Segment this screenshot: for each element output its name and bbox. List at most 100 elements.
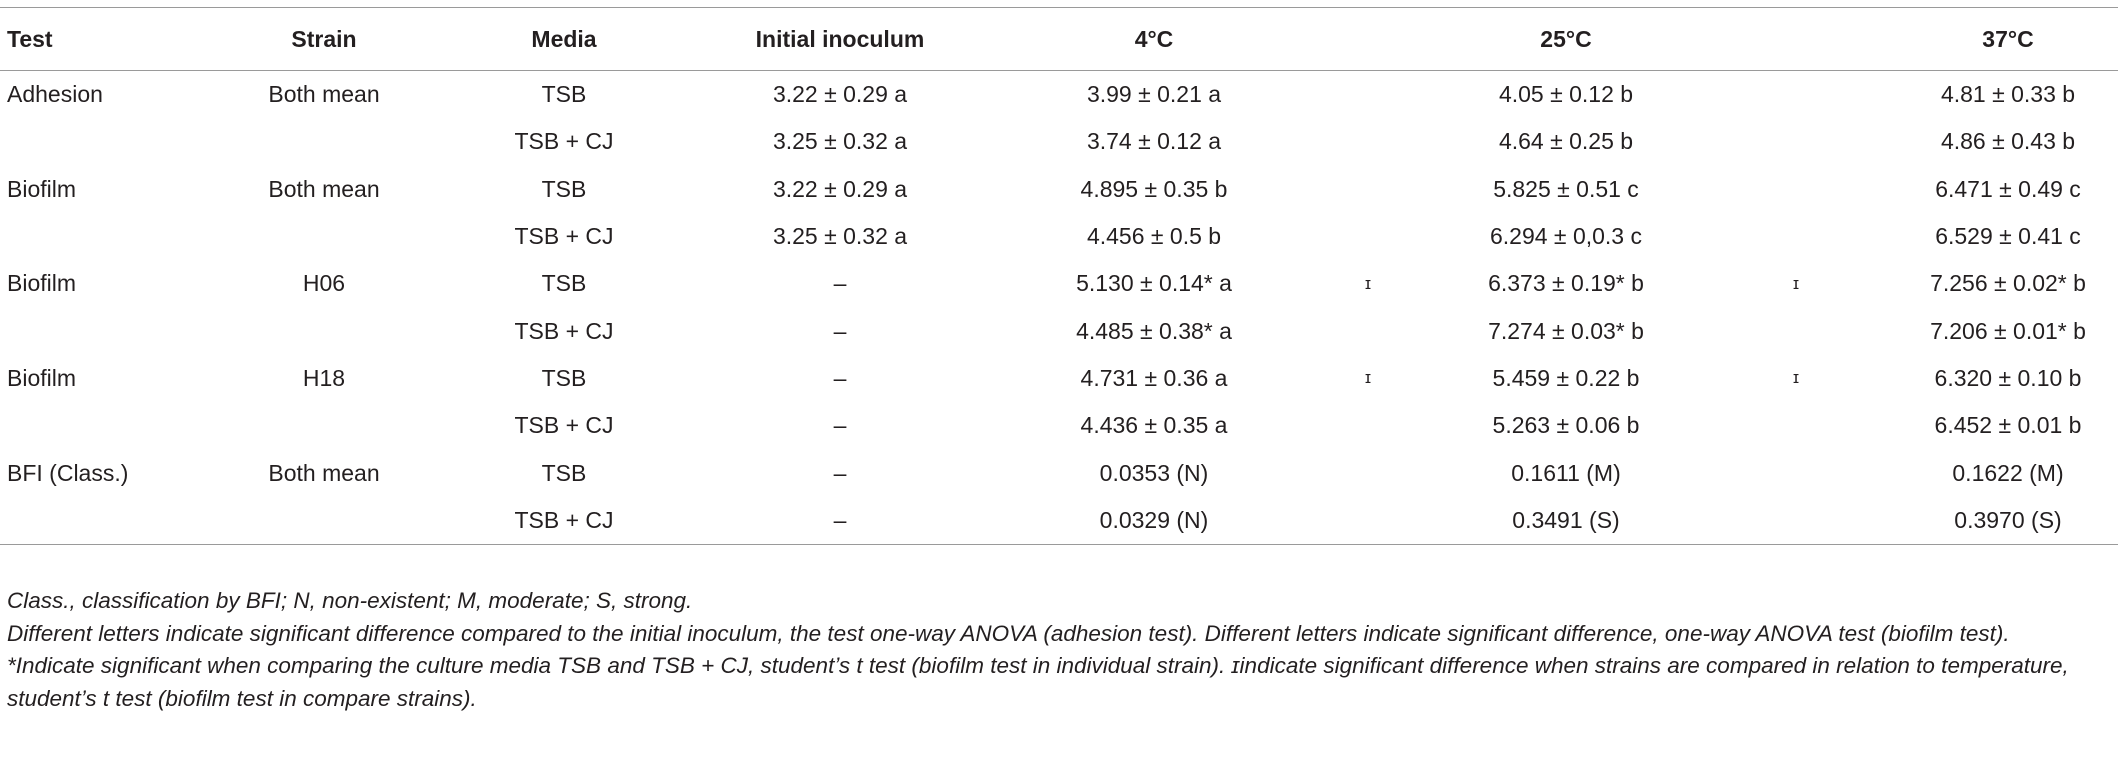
comparison-marker: ɪ (1364, 273, 1372, 293)
table-cell: 7.256 ± 0.02* b (1930, 270, 2086, 297)
header-cell: Strain (190, 7, 458, 71)
table-row: TSB + CJ 3.25 ± 0.32 a 3.74 ± 0.12 a 4.64 ±… (0, 118, 2118, 165)
table-cell: – (833, 317, 847, 344)
table-cell: 6.529 ± 0.41 c (1935, 223, 2081, 250)
table-cell: 6.373 ± 0.19* b (1488, 270, 1644, 297)
table-cell: TSB (541, 270, 587, 297)
table-cell: – (833, 412, 847, 439)
table-cell: 6.320 ± 0.10 b (1934, 364, 2082, 391)
comparison-marker: ɪ (1364, 368, 1372, 388)
table-cell: 4.895 ± 0.35 b (1080, 175, 1228, 202)
table-cell: TSB + CJ (514, 128, 614, 155)
table-cell (190, 118, 458, 165)
table-cell: 0.0353 (N) (1099, 459, 1209, 486)
table-cell: BFI (Class.) (7, 459, 129, 486)
comparison-marker (1298, 71, 1438, 119)
table-cell: 7.274 ± 0.03* b (1488, 317, 1644, 344)
comparison-marker (1694, 166, 1898, 213)
table-cell (0, 307, 190, 354)
header-cell: Media (458, 7, 670, 71)
table-cell: 5.459 ± 0.22 b (1492, 364, 1640, 391)
header-spacer (1298, 7, 1438, 71)
comparison-marker (1298, 213, 1438, 260)
comparison-marker (1694, 71, 1898, 119)
header-cell: Test (0, 7, 190, 71)
comparison-marker (1694, 402, 1898, 449)
table-cell: – (670, 496, 1010, 545)
table-cell (190, 213, 458, 260)
table-cell: 4.05 ± 0.12 b (1498, 81, 1634, 108)
table-cell: TSB (541, 459, 587, 486)
comparison-marker: ɪ (1792, 368, 1800, 388)
footnotes: Class., classification by BFI; N, non-ex… (7, 585, 2112, 715)
table-cell: H18 (302, 364, 346, 391)
table-row: TSB + CJ 3.25 ± 0.32 a 4.456 ± 0.5 b 6.294 … (0, 213, 2118, 260)
table-cell: 4.81 ± 0.33 b (1940, 81, 2076, 108)
table-cell: 3.74 ± 0.12 a (1086, 128, 1222, 155)
table-cell: – (833, 364, 847, 391)
table-cell (190, 496, 458, 545)
comparison-marker (1298, 166, 1438, 213)
table-cell: Adhesion (7, 81, 103, 108)
header-row: Test Strain Media Initial inoculum 4°C 25°C 37… (0, 7, 2118, 71)
comparison-marker (1298, 402, 1438, 449)
table-cell (0, 496, 190, 545)
table-cell: 4.485 ± 0.38* a (1076, 317, 1232, 344)
comparison-marker (1298, 118, 1438, 165)
table-cell: 3.25 ± 0.32 a (772, 128, 908, 155)
table-cell: 7.206 ± 0.01* b (1930, 317, 2086, 344)
comparison-marker (1694, 213, 1898, 260)
table-cell: 4.86 ± 0.43 b (1940, 128, 2076, 155)
table-cell: Both mean (268, 175, 380, 202)
table-cell: 5.825 ± 0.51 c (1493, 175, 1639, 202)
table-row: Biofilm H06 TSB – 5.130 ± 0.14* a ɪ 6.373 ± 0.… (0, 260, 2118, 307)
table-row: Biofilm H18 TSB – 4.731 ± 0.36 a ɪ 5.459 ± 0.2… (0, 355, 2118, 402)
table-row: Biofilm Both mean TSB 3.22 ± 0.29 a 4.895 ± … (0, 166, 2118, 213)
table-row: BFI (Class.) Both mean TSB – 0.0353 (N) 0.161… (0, 449, 2118, 496)
table-cell: 0.3491 (S) (1438, 496, 1694, 545)
header-cell: 25°C (1438, 7, 1694, 71)
table-cell (190, 307, 458, 354)
header-cell: Initial inoculum (670, 7, 1010, 71)
comparison-marker (1694, 118, 1898, 165)
table-body: Adhesion Both mean TSB 3.22 ± 0.29 a 3.99 ± … (0, 71, 2118, 545)
table-cell: 4.456 ± 0.5 b (1086, 223, 1222, 250)
table-cell: TSB (541, 364, 587, 391)
comparison-marker (1694, 496, 1898, 545)
table-cell: TSB + CJ (514, 412, 614, 439)
table-cell: 5.263 ± 0.06 b (1492, 412, 1640, 439)
table-header: Test Strain Media Initial inoculum 4°C 25°C 37… (0, 7, 2118, 71)
table-cell (0, 118, 190, 165)
table-cell: 6.452 ± 0.01 b (1934, 412, 2082, 439)
table-cell: 4.436 ± 0.35 a (1080, 412, 1228, 439)
table-cell: TSB + CJ (458, 496, 670, 545)
header-cell: 37°C (1898, 7, 2118, 71)
table-cell: 3.99 ± 0.21 a (1086, 81, 1222, 108)
table-cell: TSB + CJ (514, 223, 614, 250)
table-cell: Both mean (268, 459, 380, 486)
table-row: TSB + CJ –0.0329 (N) 0.3491 (S) 0.3970 (S) (0, 496, 2118, 545)
table-cell: TSB (541, 81, 587, 108)
table-row: TSB + CJ – 4.485 ± 0.38* a 7.274 ± 0.03* b 7… (0, 307, 2118, 354)
comparison-marker (1694, 449, 1898, 496)
table-cell: TSB (541, 175, 587, 202)
table-cell: Biofilm (7, 175, 77, 202)
header-spacer (1694, 7, 1898, 71)
table-cell (0, 402, 190, 449)
footnote: Different letters indicate significant d… (7, 620, 2010, 646)
table-cell: – (833, 459, 847, 486)
table-cell: 3.22 ± 0.29 a (772, 175, 908, 202)
table-row: TSB + CJ – 4.436 ± 0.35 a 5.263 ± 0.06 b 6.4… (0, 402, 2118, 449)
table-cell: 3.25 ± 0.32 a (772, 223, 908, 250)
table-cell: 0.0329 (N) (1010, 496, 1298, 545)
comparison-marker: ɪ (1792, 273, 1800, 293)
table-cell (0, 213, 190, 260)
table-cell: 6.294 ± 0,0.3 c (1489, 223, 1642, 250)
comparison-marker (1694, 307, 1898, 354)
table-cell: 0.1611 (M) (1511, 459, 1621, 486)
footnote: *Indicate significant when comparing the… (7, 653, 2069, 711)
table-cell (190, 402, 458, 449)
table-cell: 4.64 ± 0.25 b (1498, 128, 1634, 155)
table-cell: H06 (302, 270, 346, 297)
